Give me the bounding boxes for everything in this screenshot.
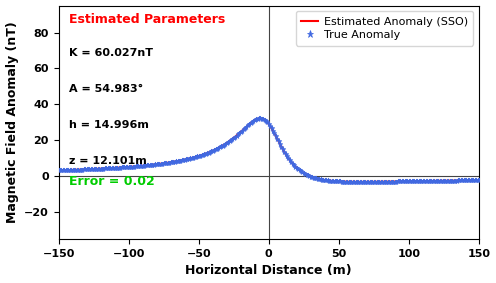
- Legend: Estimated Anomaly (SSO), True Anomaly: Estimated Anomaly (SSO), True Anomaly: [296, 11, 473, 46]
- True Anomaly: [389, 180, 395, 183]
- Estimated Anomaly (SSO): [413, 179, 419, 183]
- True Anomaly: [448, 179, 454, 182]
- Text: K = 60.027nT: K = 60.027nT: [69, 48, 153, 58]
- Estimated Anomaly (SSO): [257, 117, 263, 120]
- Estimated Anomaly (SSO): [239, 129, 245, 132]
- Line: True Anomaly: True Anomaly: [56, 116, 482, 184]
- True Anomaly: [225, 140, 231, 144]
- True Anomaly: [239, 129, 245, 132]
- Estimated Anomaly (SSO): [476, 179, 482, 182]
- Y-axis label: Magnetic Field Anomaly (nT): Magnetic Field Anomaly (nT): [5, 22, 18, 223]
- Estimated Anomaly (SSO): [344, 180, 350, 183]
- Text: h = 14.996m: h = 14.996m: [69, 120, 149, 130]
- True Anomaly: [56, 169, 62, 172]
- Line: Estimated Anomaly (SSO): Estimated Anomaly (SSO): [59, 118, 479, 182]
- Estimated Anomaly (SSO): [358, 180, 364, 184]
- Text: z = 12.101m: z = 12.101m: [69, 156, 147, 166]
- True Anomaly: [413, 179, 419, 183]
- Text: Error = 0.02: Error = 0.02: [69, 175, 155, 188]
- Text: A = 54.983°: A = 54.983°: [69, 84, 143, 94]
- True Anomaly: [358, 180, 364, 184]
- True Anomaly: [257, 117, 263, 120]
- X-axis label: Horizontal Distance (m): Horizontal Distance (m): [186, 264, 352, 277]
- True Anomaly: [476, 179, 482, 182]
- Estimated Anomaly (SSO): [56, 169, 62, 172]
- Estimated Anomaly (SSO): [389, 180, 395, 183]
- Estimated Anomaly (SSO): [448, 179, 454, 182]
- True Anomaly: [344, 180, 350, 183]
- Text: Estimated Parameters: Estimated Parameters: [69, 12, 225, 25]
- Estimated Anomaly (SSO): [225, 140, 231, 144]
